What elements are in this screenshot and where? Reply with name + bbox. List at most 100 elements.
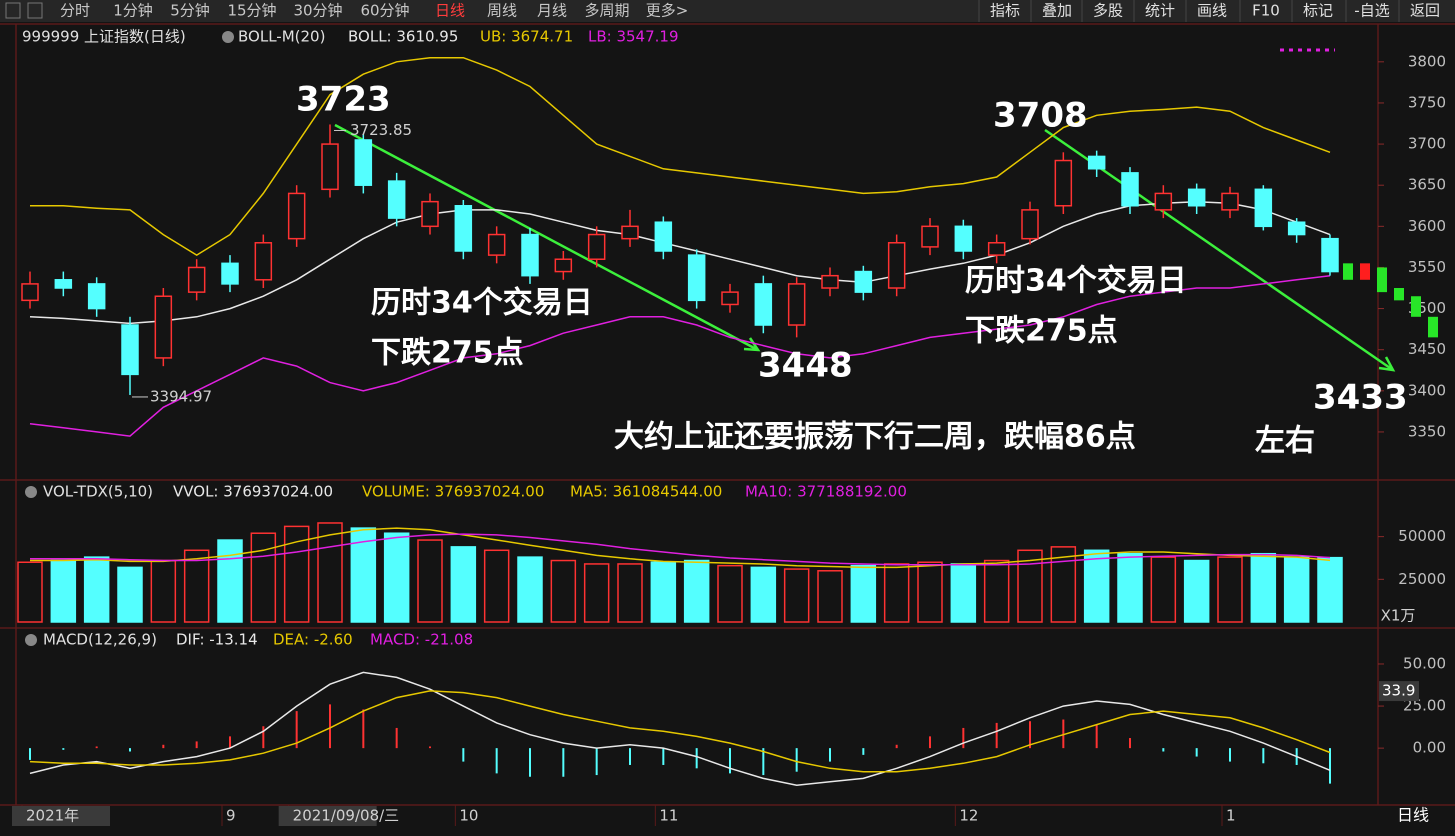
candle-body: [1154, 192, 1173, 211]
candle-body: [54, 279, 73, 289]
annotation: 3433: [1313, 378, 1408, 418]
annotation: 3708: [993, 96, 1088, 136]
candle-body: [1054, 159, 1073, 207]
toolbar-item[interactable]: 60分钟: [360, 2, 409, 20]
toolbar-item[interactable]: 5分钟: [170, 2, 210, 20]
candle-body: [521, 233, 539, 277]
panel-borders: [0, 23, 1455, 806]
toolbar-item[interactable]: 标记: [1303, 2, 1333, 20]
candle-body: [621, 225, 639, 240]
volume-bar: [1250, 552, 1277, 623]
cursor-box: [1379, 681, 1419, 702]
x-tick-label: 10: [459, 807, 478, 825]
toolbar-item[interactable]: 日线: [435, 2, 465, 20]
toolbar-item[interactable]: 更多>: [646, 2, 689, 20]
volume-bar: [850, 564, 877, 623]
y-tick-label: 3800: [1408, 52, 1446, 70]
toolbar-item[interactable]: 指标: [990, 2, 1020, 20]
annotation: 历时34个交易日: [371, 286, 593, 321]
trend-arrows: [334, 123, 1396, 372]
y-tick-label: 3450: [1408, 340, 1446, 358]
y-tick-label: 3600: [1408, 217, 1446, 235]
annotation: 下跌275点: [965, 314, 1118, 349]
indicator-icon[interactable]: [222, 31, 234, 43]
x-tick-label: 12: [959, 807, 978, 825]
y-tick-label: 3700: [1408, 135, 1446, 153]
toolbar-item[interactable]: 统计: [1145, 2, 1175, 20]
toolbar-item[interactable]: 1分钟: [113, 2, 153, 20]
candle-body: [687, 254, 706, 302]
candle-body: [787, 283, 806, 326]
cursor-date-box: [12, 806, 110, 826]
volume-bar: [1017, 549, 1043, 623]
candle-body: [187, 266, 206, 293]
volume-bar: [1317, 556, 1343, 623]
cursor-date-box: [278, 806, 377, 826]
toolbar-item[interactable]: 30分钟: [293, 2, 342, 20]
volume-bar: [550, 559, 577, 623]
legend-entry: LB: 3547.19: [588, 28, 679, 46]
volume-bar: [17, 561, 43, 623]
candle-body: [454, 205, 473, 252]
indicator-name: BOLL-M(20): [238, 28, 325, 46]
y-tick-label: 25000: [1398, 570, 1446, 588]
volume-bar: [1083, 549, 1110, 623]
toolbar-item[interactable]: 叠加: [1042, 2, 1072, 20]
volume-bar: [250, 532, 277, 623]
volume-bar: [750, 566, 777, 623]
volume-bar: [83, 556, 110, 623]
toolbar-item[interactable]: 15分钟: [227, 2, 276, 20]
x-tick-label: 11: [659, 807, 678, 825]
candle-body: [121, 324, 139, 376]
legend-entry: DEA: -2.60: [273, 631, 353, 649]
period-label[interactable]: 日线: [1397, 806, 1429, 825]
annotation: 3448: [758, 346, 853, 386]
candle-body: [954, 225, 973, 252]
toolbar-item[interactable]: 多股: [1093, 2, 1123, 20]
legend-entry: MACD: -21.08: [370, 631, 473, 649]
icon[interactable]: [27, 2, 43, 19]
candle-body: [354, 139, 373, 186]
y-tick-label: 3550: [1408, 258, 1446, 276]
annotation: 大约上证还要振荡下行二周，跌幅86点: [614, 420, 1136, 455]
volume-bar: [650, 561, 677, 623]
cursor-value: 33.9: [1382, 682, 1415, 700]
candle-body: [1087, 155, 1106, 170]
toolbar-item[interactable]: 月线: [537, 2, 567, 20]
volume-bar: [483, 549, 510, 623]
volume-bar: [717, 564, 743, 623]
y-tick-label: 3750: [1408, 93, 1446, 111]
y-tick-label: 0.00: [1413, 739, 1446, 757]
candle-body: [587, 233, 606, 260]
candle-body: [554, 258, 573, 273]
projection-candle: [1394, 288, 1404, 301]
volume-bar: [317, 522, 343, 623]
indicator-line: [29, 200, 1331, 325]
candle-body: [721, 291, 739, 306]
chart-title: MACD(12,26,9): [43, 631, 157, 649]
toolbar: [0, 0, 1455, 22]
toolbar-item[interactable]: 周线: [487, 2, 517, 20]
volume-bar: [883, 563, 910, 623]
indicator-line: [30, 527, 1331, 569]
volume-bar: [983, 559, 1010, 623]
indicator-icon[interactable]: [25, 486, 37, 498]
icon[interactable]: [5, 2, 21, 19]
projection-candle: [1377, 267, 1387, 293]
toolbar-item[interactable]: 多周期: [584, 2, 629, 20]
volume-bar: [683, 559, 710, 623]
candle-body: [421, 200, 439, 228]
toolbar-item[interactable]: 画线: [1197, 2, 1227, 20]
indicator-icon[interactable]: [25, 634, 37, 646]
toolbar-item[interactable]: 返回: [1410, 2, 1440, 20]
toolbar-item[interactable]: 分时: [60, 2, 90, 20]
indicator-line: [30, 533, 1331, 566]
volume-bar: [783, 568, 810, 623]
projection-candle: [1428, 316, 1438, 338]
toolbar-item[interactable]: -自选: [1354, 2, 1389, 20]
indicator-line: [30, 56, 1331, 256]
volume-bar: [150, 559, 177, 623]
toolbar-item[interactable]: F10: [1252, 2, 1280, 20]
